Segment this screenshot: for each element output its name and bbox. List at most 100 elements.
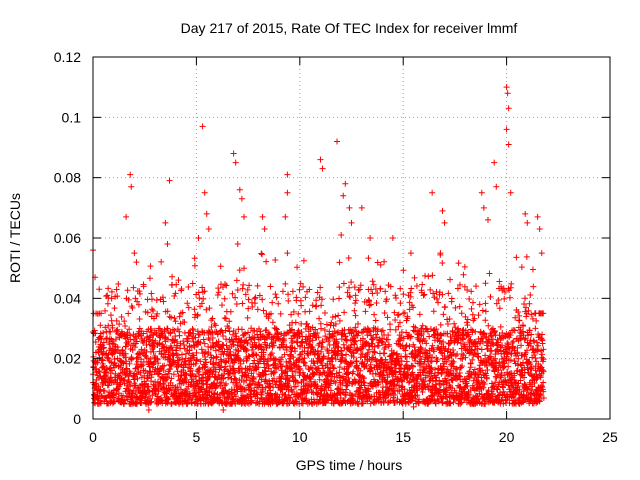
data-point — [234, 241, 241, 248]
data-point — [319, 344, 326, 351]
data-point — [218, 358, 225, 365]
data-point — [292, 348, 299, 355]
data-point — [128, 183, 135, 190]
data-point — [100, 344, 107, 351]
data-point — [538, 250, 545, 257]
data-point — [371, 343, 378, 350]
data-point — [251, 375, 258, 382]
data-point — [312, 303, 319, 310]
data-point — [319, 362, 326, 369]
data-point — [475, 312, 482, 319]
data-point — [371, 311, 378, 318]
data-point — [275, 300, 282, 307]
data-point — [334, 329, 341, 336]
data-point — [275, 335, 282, 342]
data-point — [323, 392, 330, 399]
data-point — [134, 375, 141, 382]
data-point — [501, 295, 508, 302]
data-point — [364, 349, 371, 356]
data-point — [136, 288, 143, 295]
data-point — [393, 351, 400, 358]
data-point — [468, 305, 475, 312]
data-point — [356, 286, 363, 293]
data-point — [338, 348, 345, 355]
data-point — [325, 338, 332, 345]
data-point — [370, 281, 377, 288]
data-point — [300, 283, 307, 290]
data-point — [97, 387, 104, 394]
data-point — [252, 351, 259, 358]
data-point — [223, 380, 230, 387]
data-point — [352, 312, 359, 319]
data-point — [187, 367, 194, 374]
data-point — [251, 339, 258, 346]
data-point — [105, 285, 112, 292]
data-point — [336, 369, 343, 376]
data-point — [365, 346, 372, 353]
data-point — [133, 400, 140, 407]
data-point — [113, 391, 120, 398]
data-point — [406, 343, 413, 350]
data-point — [288, 326, 295, 333]
data-point — [342, 336, 349, 343]
data-point — [257, 331, 264, 338]
data-point — [229, 331, 236, 338]
data-point — [280, 337, 287, 344]
data-point — [274, 331, 281, 338]
data-point — [148, 325, 155, 332]
data-point — [413, 283, 420, 290]
data-point — [485, 322, 492, 329]
data-point — [197, 358, 204, 365]
data-point — [190, 330, 197, 337]
data-point — [148, 374, 155, 381]
data-point — [154, 310, 161, 317]
data-point — [332, 313, 339, 320]
data-point — [360, 374, 367, 381]
data-point — [217, 263, 224, 270]
data-point — [239, 300, 246, 307]
data-point — [368, 286, 375, 293]
data-point — [99, 351, 106, 358]
data-point — [303, 320, 310, 327]
x-tick-label: 0 — [89, 429, 97, 445]
data-point — [532, 325, 539, 332]
data-point — [350, 350, 357, 357]
data-point — [298, 329, 305, 336]
data-point — [202, 363, 209, 370]
data-point — [139, 362, 146, 369]
data-point — [278, 361, 285, 368]
data-point — [496, 359, 503, 366]
data-point — [98, 310, 105, 317]
data-point — [206, 305, 213, 312]
data-point — [286, 394, 293, 401]
data-point — [354, 362, 361, 369]
data-point — [344, 289, 351, 296]
data-point — [327, 387, 334, 394]
data-point — [153, 329, 160, 336]
data-point — [158, 258, 165, 265]
data-point — [349, 360, 356, 367]
data-point — [284, 189, 291, 196]
data-point — [136, 351, 143, 358]
data-point — [160, 343, 167, 350]
data-point — [161, 377, 168, 384]
x-tick-label: 20 — [499, 429, 515, 445]
data-point — [313, 297, 320, 304]
data-point — [340, 280, 347, 287]
data-point — [102, 307, 109, 314]
data-point — [251, 357, 258, 364]
data-point — [295, 310, 302, 317]
data-point — [254, 282, 261, 289]
data-point — [221, 281, 228, 288]
data-point — [397, 285, 404, 292]
data-point — [334, 138, 341, 145]
data-point — [111, 359, 118, 366]
data-point — [378, 328, 385, 335]
data-point — [273, 294, 280, 301]
data-point — [251, 327, 258, 334]
data-point — [499, 384, 506, 391]
data-point — [168, 314, 175, 321]
data-point — [278, 386, 285, 393]
data-point — [242, 347, 249, 354]
data-point — [244, 392, 251, 399]
